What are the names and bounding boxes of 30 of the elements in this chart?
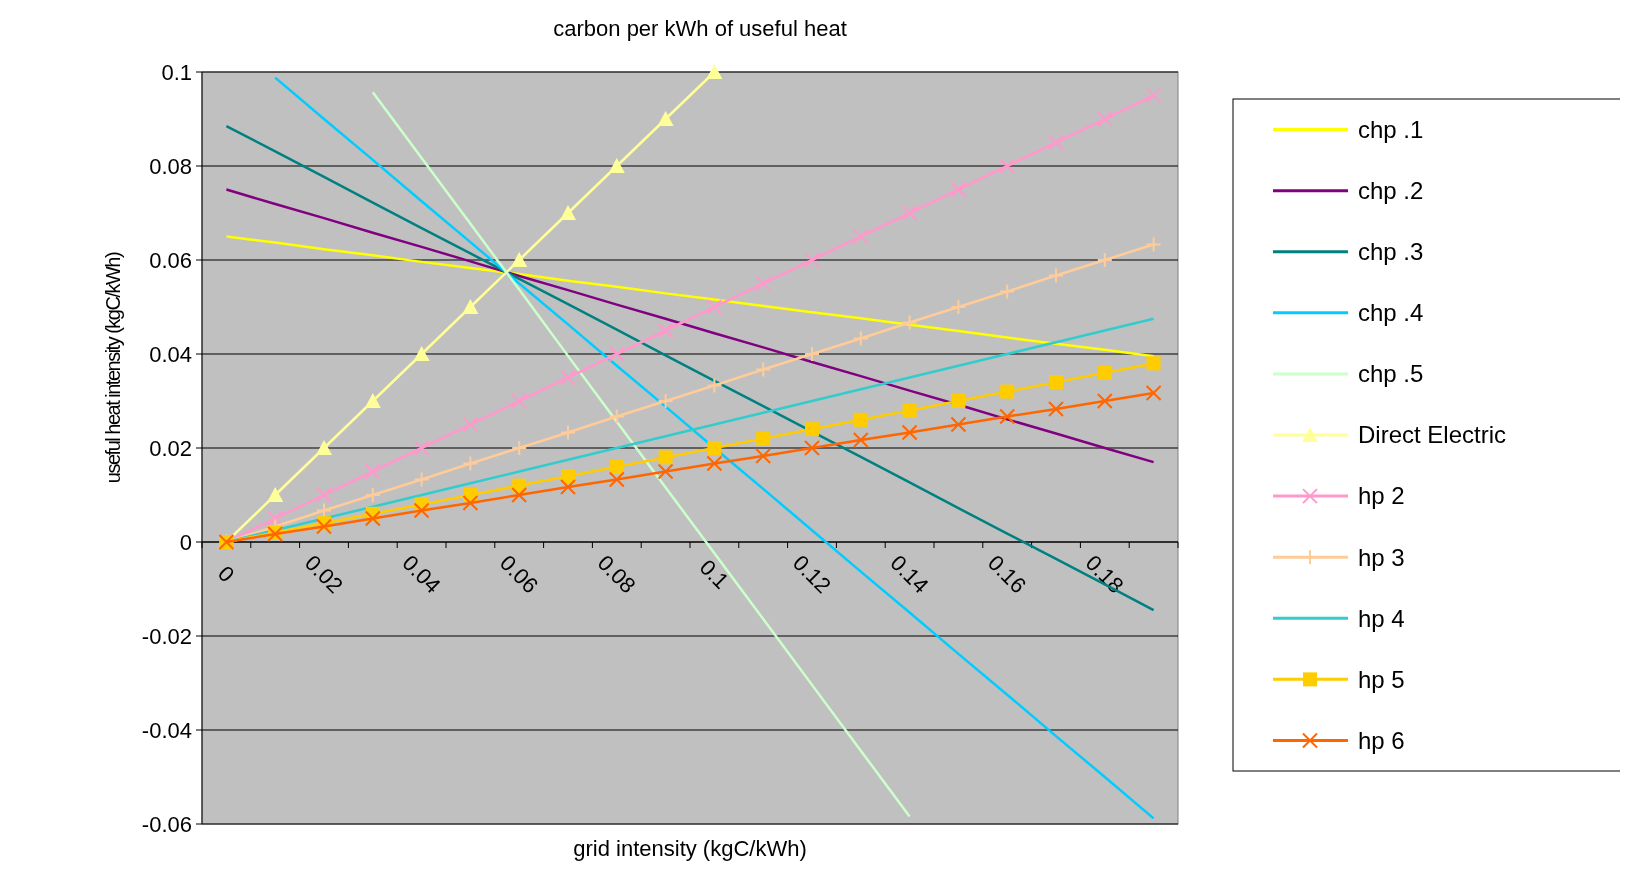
x-tick-label: 0 — [213, 560, 240, 588]
y-tick-label: 0.06 — [149, 247, 192, 273]
legend-label: chp .2 — [1358, 177, 1424, 205]
chart-title: carbon per kWh of useful heat — [553, 16, 847, 41]
legend-label: hp 6 — [1358, 726, 1405, 754]
x-tick-label: 0.16 — [983, 550, 1032, 599]
x-tick-label: 0.06 — [495, 550, 544, 599]
y-tick-label: -0.04 — [141, 717, 192, 743]
y-tick-label: -0.06 — [141, 811, 192, 837]
x-tick-label: 0.04 — [397, 550, 446, 599]
y-tick-label: 0.02 — [149, 435, 192, 461]
y-tick-label: -0.02 — [141, 623, 192, 649]
y-tick-label: 0 — [179, 529, 192, 555]
legend-label: hp 3 — [1358, 543, 1405, 571]
x-tick-label: 0.14 — [885, 550, 934, 599]
legend-label: Direct Electric — [1358, 421, 1507, 449]
y-tick-label: 0.04 — [149, 341, 192, 367]
legend-label: hp 5 — [1358, 665, 1405, 693]
x-tick-label: 0.08 — [592, 550, 641, 599]
x-axis-title: grid intensity (kgC/kWh) — [573, 836, 807, 861]
x-tick-label: 0.1 — [694, 554, 734, 594]
y-tick-label: 0.08 — [149, 153, 192, 179]
legend-label: chp .5 — [1358, 360, 1424, 388]
legend-label: hp 2 — [1358, 482, 1405, 510]
legend-label: chp .1 — [1358, 115, 1424, 143]
y-axis-title: useful heat intensity (kgC/kWh) — [102, 252, 124, 484]
y-tick-label: 0.1 — [161, 59, 192, 85]
legend-label: chp .3 — [1358, 238, 1424, 266]
legend-label: hp 4 — [1358, 604, 1405, 632]
legend-label: chp .4 — [1358, 299, 1424, 327]
